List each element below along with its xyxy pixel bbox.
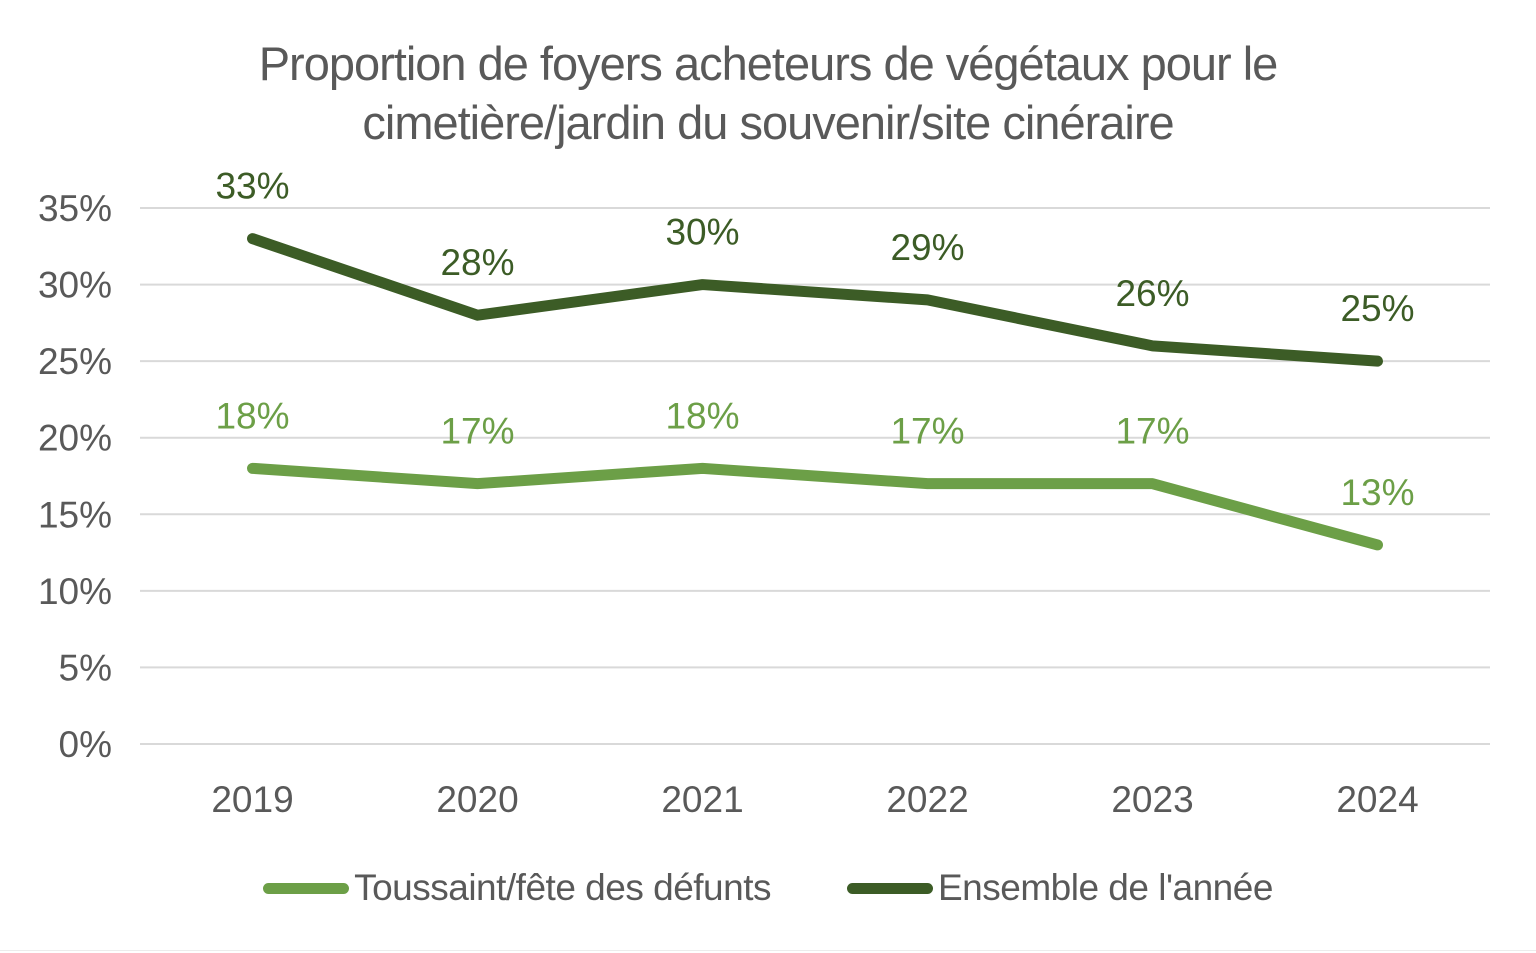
data-label-series-1: 29% [890, 227, 964, 268]
chart-bottom-border [0, 950, 1536, 951]
chart-title-line-2: cimetière/jardin du souvenir/site cinéra… [362, 96, 1174, 149]
series-line-0 [247, 462, 1383, 551]
x-tick-label: 2023 [1111, 779, 1193, 820]
y-tick-label: 30% [38, 265, 112, 306]
legend-item-toussaint: Toussaint/fête des défunts [263, 867, 771, 909]
data-label-series-1: 25% [1340, 288, 1414, 329]
y-tick-label: 25% [38, 341, 112, 382]
chart-legend: Toussaint/fête des défunts Ensemble de l… [0, 864, 1536, 912]
chart-title-line-1: Proportion de foyers acheteurs de végéta… [258, 37, 1279, 90]
legend-label-toussaint: Toussaint/fête des défunts [354, 867, 771, 908]
y-tick-label: 10% [38, 571, 112, 612]
data-label-series-0: 17% [440, 411, 514, 452]
series-line-1 [247, 233, 1383, 367]
legend-label-ensemble: Ensemble de l'année [937, 867, 1273, 908]
legend-marker-ensemble-icon [846, 882, 933, 894]
data-label-series-0: 18% [665, 395, 739, 436]
data-label-series-1: 33% [215, 166, 289, 207]
x-tick-label: 2022 [886, 779, 968, 820]
data-label-series-0: 13% [1340, 472, 1414, 513]
x-tick-label: 2020 [436, 779, 518, 820]
chart-title: Proportion de foyers acheteurs de végéta… [0, 34, 1536, 152]
data-label-series-1: 26% [1115, 273, 1189, 314]
data-label-series-0: 17% [890, 411, 964, 452]
y-tick-label: 0% [59, 724, 112, 765]
data-label-series-0: 17% [1115, 411, 1189, 452]
x-tick-label: 2024 [1336, 779, 1418, 820]
legend-marker-toussaint-icon [263, 882, 350, 894]
x-tick-label: 2021 [661, 779, 743, 820]
data-label-series-1: 28% [440, 242, 514, 283]
data-label-series-0: 18% [215, 395, 289, 436]
legend-item-ensemble: Ensemble de l'année [846, 867, 1273, 909]
y-tick-label: 15% [38, 494, 112, 535]
y-tick-label: 5% [59, 647, 112, 688]
x-tick-label: 2019 [211, 779, 293, 820]
y-tick-label: 20% [38, 418, 112, 459]
data-label-series-1: 30% [665, 212, 739, 253]
y-tick-label: 35% [38, 188, 112, 229]
